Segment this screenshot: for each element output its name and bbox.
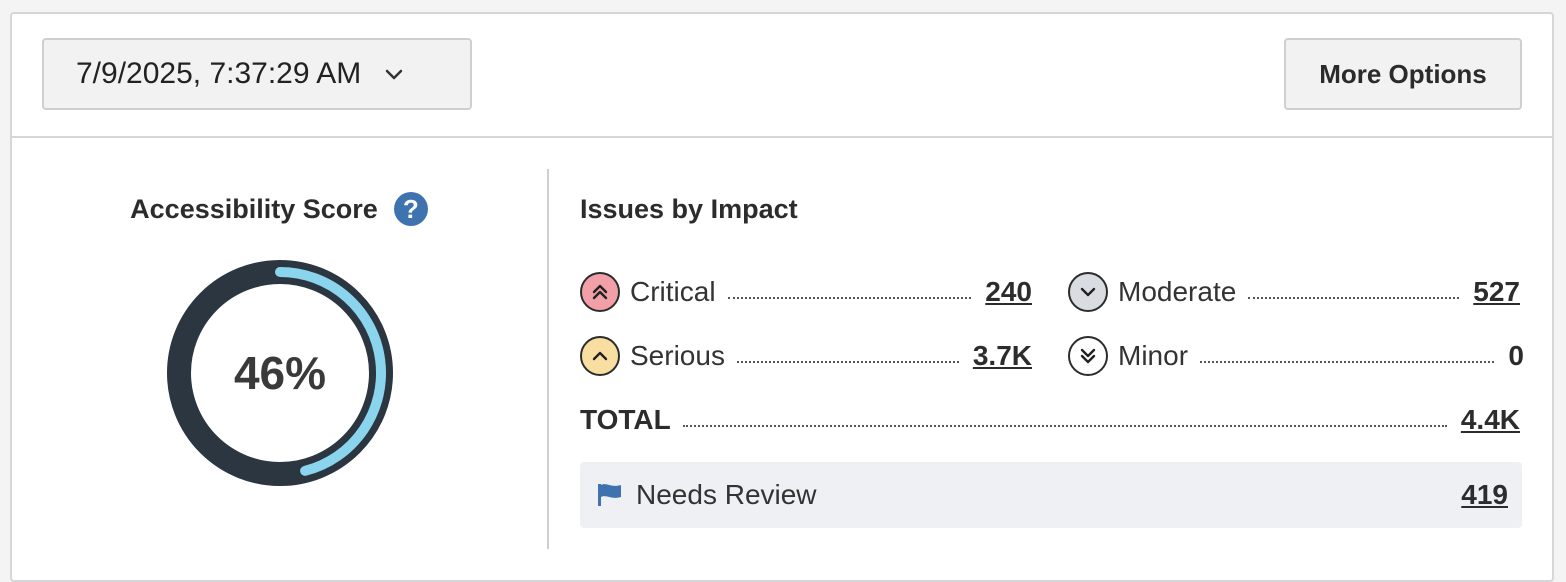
help-icon[interactable]: ? (393, 192, 428, 226)
panel-header: 7/9/2025, 7:37:29 AM More Options (12, 14, 1552, 138)
needs-review-count-link[interactable]: 419 (1461, 479, 1508, 510)
impact-row-total: TOTAL 4.4K (580, 398, 1520, 442)
serious-count-link[interactable]: 3.7K (972, 340, 1032, 371)
impact-row-moderate: Moderate 527 (1068, 270, 1520, 314)
accessibility-summary-panel: 7/9/2025, 7:37:29 AM More Options Access… (10, 12, 1554, 582)
impact-row-serious: Serious 3.7K (580, 334, 1032, 378)
impact-title: Issues by Impact (580, 194, 798, 224)
dotted-leader (1200, 361, 1495, 363)
score-title: Accessibility Score (130, 193, 378, 224)
score-title-row: Accessibility Score ? (12, 192, 546, 226)
moderate-count-link[interactable]: 527 (1473, 276, 1520, 307)
double-chevron-up-icon (580, 272, 620, 312)
score-donut-chart (167, 260, 393, 486)
dotted-leader (682, 425, 1447, 427)
minor-label: Minor (1118, 340, 1189, 371)
needs-review-bar: Needs Review 419 (580, 462, 1522, 528)
moderate-label: Moderate (1118, 276, 1237, 307)
section-divider (547, 169, 549, 549)
chevron-down-icon (385, 69, 403, 80)
scan-date-select[interactable]: 7/9/2025, 7:37:29 AM (42, 38, 472, 110)
more-options-button[interactable]: More Options (1284, 38, 1522, 110)
total-label: TOTAL (580, 404, 671, 435)
impact-row-minor: Minor 0 (1068, 334, 1524, 378)
minor-count: 0 (1508, 340, 1524, 371)
critical-label: Critical (630, 276, 716, 307)
chevron-down-icon (1068, 272, 1108, 312)
chevron-up-icon (580, 336, 620, 376)
dotted-leader (727, 297, 972, 299)
flag-icon (598, 484, 621, 506)
donut-fill-arc-inner (275, 267, 387, 476)
double-chevron-down-icon (1068, 336, 1108, 376)
accessibility-score-section: Accessibility Score ? 46% (12, 138, 546, 578)
critical-count-link[interactable]: 240 (985, 276, 1032, 307)
impact-row-critical: Critical 240 (580, 270, 1032, 314)
dotted-leader (1248, 297, 1460, 299)
dotted-leader (736, 361, 959, 363)
serious-label: Serious (630, 340, 725, 371)
needs-review-label: Needs Review (636, 479, 817, 510)
total-count-link[interactable]: 4.4K (1460, 404, 1520, 435)
score-percent: 46% (233, 347, 327, 399)
scan-date-value: 7/9/2025, 7:37:29 AM (76, 57, 362, 90)
